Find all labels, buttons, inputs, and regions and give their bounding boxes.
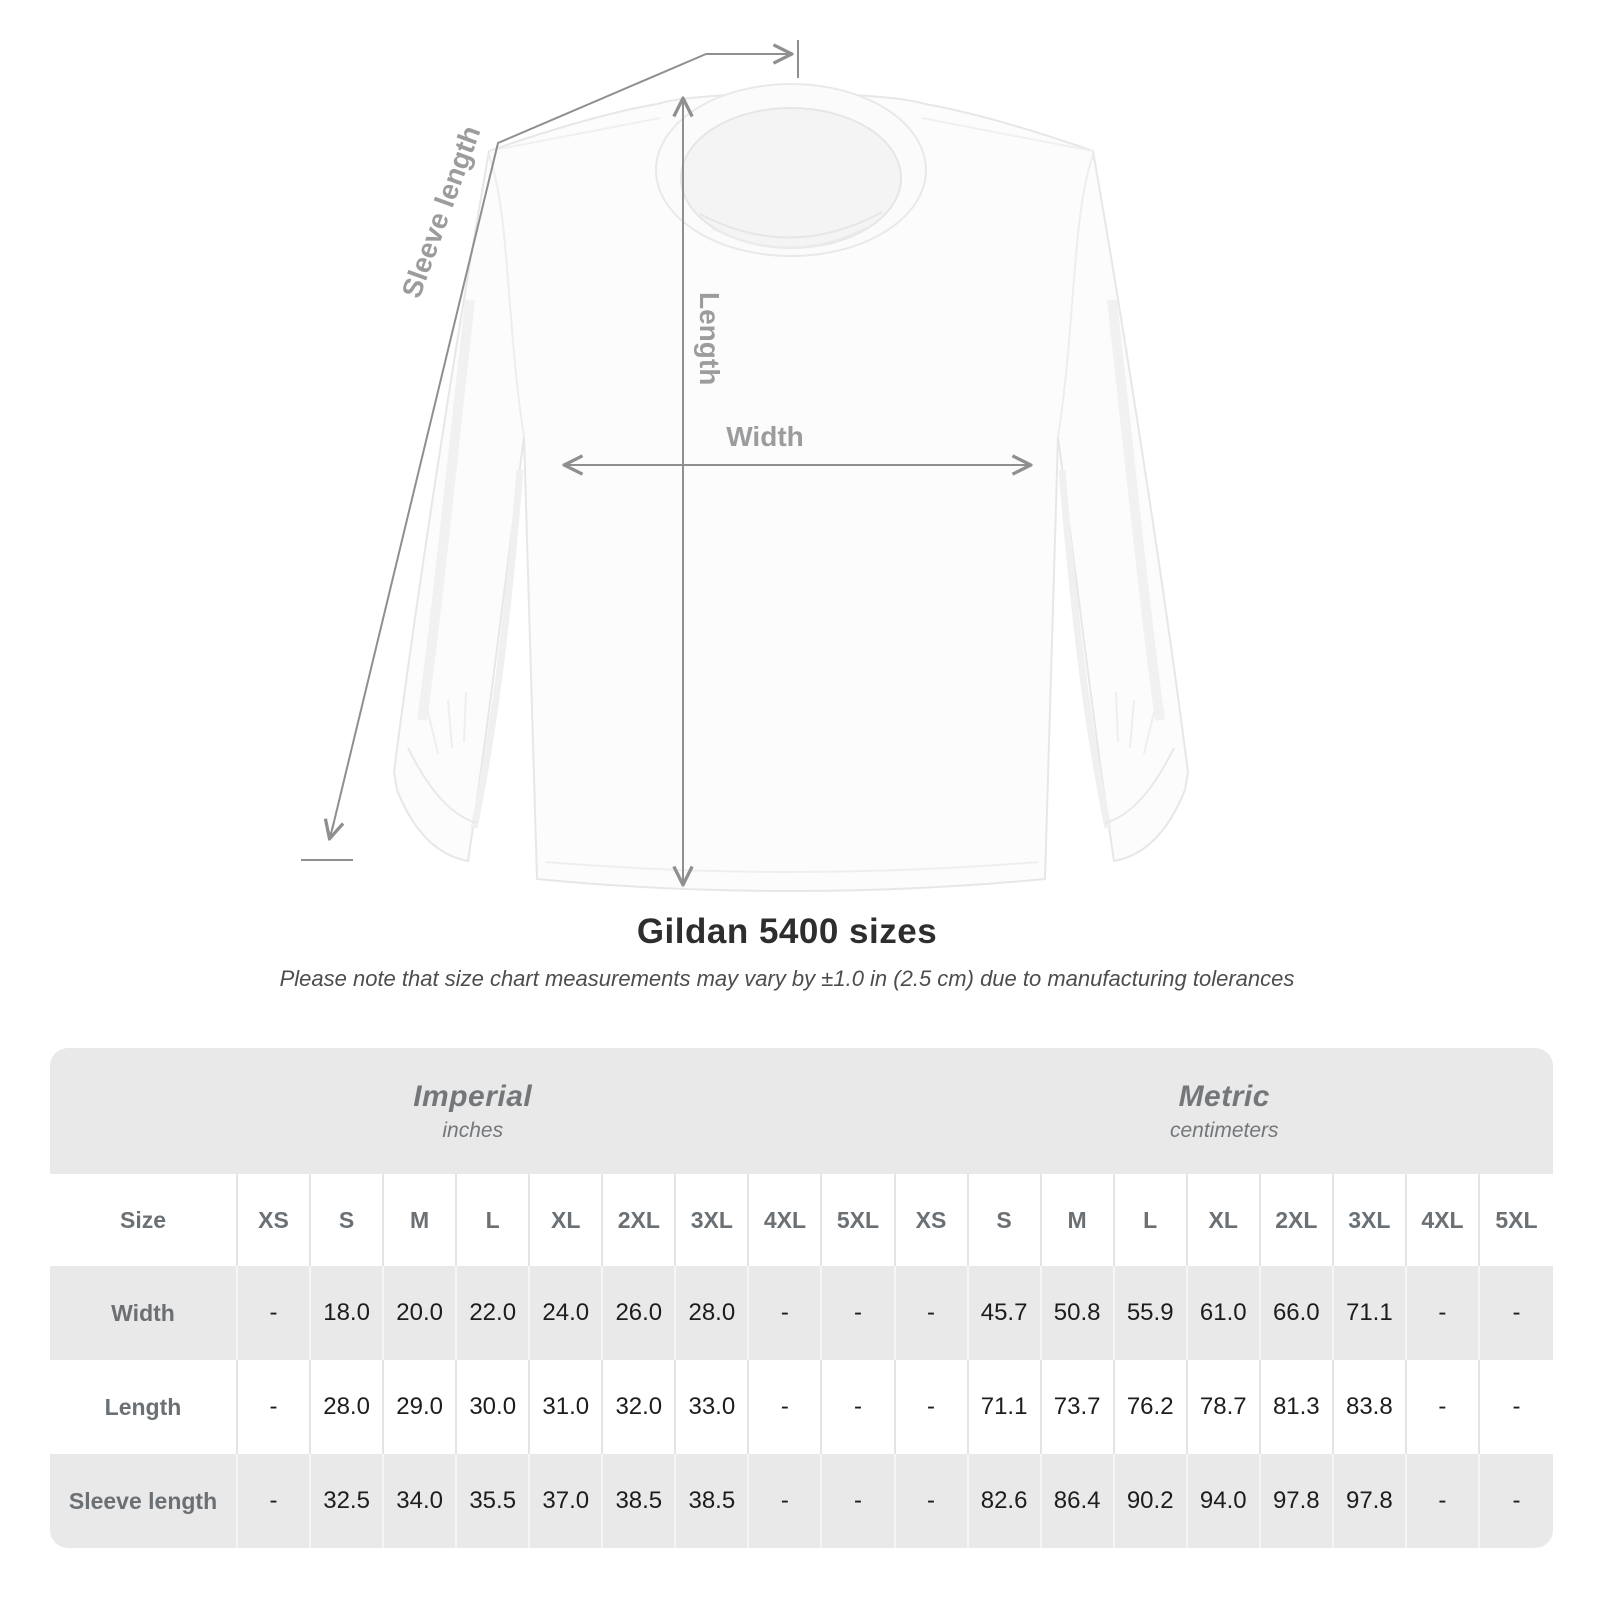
size-header-cell: 4XL — [749, 1174, 823, 1266]
value-cell: - — [749, 1266, 823, 1360]
value-cell: - — [749, 1360, 823, 1454]
value-cell: - — [238, 1454, 312, 1548]
value-cell: 61.0 — [1187, 1266, 1261, 1360]
value-cell: - — [1406, 1360, 1480, 1454]
value-cell: 24.0 — [530, 1266, 604, 1360]
value-cell: 31.0 — [530, 1360, 604, 1454]
size-header-cell: 3XL — [676, 1174, 750, 1266]
value-cell: 86.4 — [1041, 1454, 1115, 1548]
shirt-diagram-svg: Sleeve length Length Width — [301, 40, 1190, 892]
value-cell: - — [1479, 1454, 1553, 1548]
unit-group-label: Imperial — [413, 1079, 533, 1113]
size-header-cell: L — [457, 1174, 531, 1266]
value-cell: 90.2 — [1114, 1454, 1188, 1548]
value-cell: 34.0 — [384, 1454, 458, 1548]
size-header-cell: 5XL — [1479, 1174, 1553, 1266]
value-cell: - — [895, 1360, 969, 1454]
value-cell: 97.8 — [1260, 1454, 1334, 1548]
value-cell: 18.0 — [311, 1266, 385, 1360]
value-cell: - — [1479, 1360, 1553, 1454]
unit-group-label: Metric — [1178, 1079, 1270, 1113]
size-header-cell: M — [384, 1174, 458, 1266]
unit-group-subtitle: inches — [442, 1118, 504, 1142]
value-cell: 81.3 — [1260, 1360, 1334, 1454]
size-col-header: Size — [50, 1174, 238, 1266]
size-header-cell: XL — [530, 1174, 604, 1266]
value-cell: 38.5 — [603, 1454, 677, 1548]
value-cell: 29.0 — [384, 1360, 458, 1454]
size-header-cell: 5XL — [822, 1174, 896, 1266]
value-cell: - — [238, 1360, 312, 1454]
value-cell: 71.1 — [968, 1360, 1042, 1454]
size-header-cell: XS — [238, 1174, 312, 1266]
value-cell: - — [822, 1360, 896, 1454]
value-cell: - — [238, 1266, 312, 1360]
size-header-cell: 2XL — [603, 1174, 677, 1266]
value-cell: 73.7 — [1041, 1360, 1115, 1454]
value-cell: 66.0 — [1260, 1266, 1334, 1360]
value-cell: - — [1406, 1454, 1480, 1548]
value-cell: - — [822, 1266, 896, 1360]
value-cell: 83.8 — [1333, 1360, 1407, 1454]
value-cell: 32.0 — [603, 1360, 677, 1454]
value-cell: 32.5 — [311, 1454, 385, 1548]
size-header-cell: M — [1041, 1174, 1115, 1266]
value-cell: 82.6 — [968, 1454, 1042, 1548]
tolerance-note: Please note that size chart measurements… — [279, 966, 1295, 991]
row-label: Sleeve length — [50, 1454, 238, 1548]
page-title: Gildan 5400 sizes — [636, 912, 938, 951]
sleeve-length-measure-line — [301, 40, 799, 861]
value-cell: - — [1406, 1266, 1480, 1360]
size-header-cell: 2XL — [1260, 1174, 1334, 1266]
shirt-diagram: Sleeve length Length Width — [301, 40, 1190, 892]
size-header-cell: XS — [895, 1174, 969, 1266]
row-label: Width — [50, 1266, 238, 1360]
value-cell: 28.0 — [311, 1360, 385, 1454]
length-label: Length — [694, 292, 725, 385]
value-cell: 22.0 — [457, 1266, 531, 1360]
value-cell: 97.8 — [1333, 1454, 1407, 1548]
size-header-cell: L — [1114, 1174, 1188, 1266]
size-table: Imperial inches Metric centimeters Size X… — [50, 1048, 1553, 1548]
value-cell: 30.0 — [457, 1360, 531, 1454]
value-cell: - — [895, 1266, 969, 1360]
value-cell: 76.2 — [1114, 1360, 1188, 1454]
value-cell: 71.1 — [1333, 1266, 1407, 1360]
size-header-cell: XL — [1187, 1174, 1261, 1266]
value-cell: 94.0 — [1187, 1454, 1261, 1548]
value-cell: - — [822, 1454, 896, 1548]
value-cell: 20.0 — [384, 1266, 458, 1360]
size-header-cell: S — [968, 1174, 1042, 1266]
width-label: Width — [726, 421, 804, 452]
value-cell: 28.0 — [676, 1266, 750, 1360]
value-cell: 45.7 — [968, 1266, 1042, 1360]
size-header-cell: S — [311, 1174, 385, 1266]
value-cell: - — [895, 1454, 969, 1548]
row-label: Length — [50, 1360, 238, 1454]
unit-group-imperial: Imperial inches — [50, 1048, 896, 1174]
value-cell: - — [1479, 1266, 1553, 1360]
size-header-cell: 3XL — [1333, 1174, 1407, 1266]
left-cuff — [407, 747, 478, 824]
unit-group-metric: Metric centimeters — [895, 1048, 1553, 1174]
value-cell: 78.7 — [1187, 1360, 1261, 1454]
shirt-illustration — [392, 83, 1190, 892]
value-cell: 26.0 — [603, 1266, 677, 1360]
value-cell: 37.0 — [530, 1454, 604, 1548]
value-cell: 35.5 — [457, 1454, 531, 1548]
size-header-cell: 4XL — [1406, 1174, 1480, 1266]
value-cell: 33.0 — [676, 1360, 750, 1454]
right-cuff — [1104, 747, 1175, 824]
value-cell: 50.8 — [1041, 1266, 1115, 1360]
unit-group-subtitle: centimeters — [1169, 1118, 1279, 1142]
value-cell: - — [749, 1454, 823, 1548]
value-cell: 55.9 — [1114, 1266, 1188, 1360]
value-cell: 38.5 — [676, 1454, 750, 1548]
